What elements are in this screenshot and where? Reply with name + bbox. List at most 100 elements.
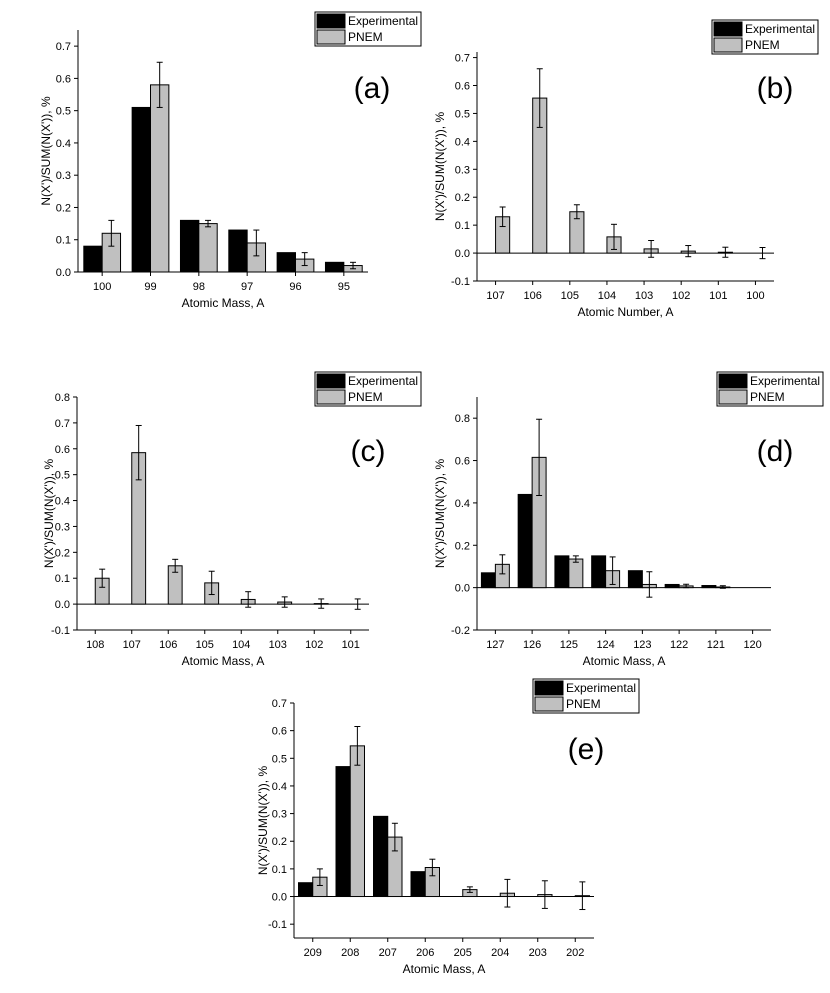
- legend-label-pnem: PNEM: [566, 697, 601, 711]
- x-tick-label: 209: [304, 947, 322, 959]
- x-axis-label: Atomic Mass, A: [182, 296, 265, 310]
- bar-experimental: [554, 555, 570, 589]
- legend-swatch-experimental: [316, 13, 346, 29]
- panel-label: (d): [757, 435, 794, 468]
- y-tick-label: 0.2: [56, 202, 71, 214]
- bar-experimental: [591, 555, 607, 589]
- panel-label: (c): [351, 435, 386, 468]
- bar-experimental: [298, 882, 314, 898]
- x-tick-label: 101: [709, 290, 727, 302]
- legend-label-pnem: PNEM: [348, 390, 383, 404]
- x-tick-label: 208: [341, 947, 359, 959]
- y-axis-label: N(X')/SUM(N(X')), %: [39, 96, 53, 206]
- legend-label-pnem: PNEM: [348, 30, 383, 44]
- y-tick-label: 0.5: [55, 470, 70, 482]
- x-tick-label: 98: [193, 281, 205, 293]
- x-axis-label: Atomic Mass, A: [403, 962, 486, 976]
- x-tick-label: 125: [560, 639, 578, 651]
- x-tick-label: 202: [566, 947, 584, 959]
- legend-swatch-experimental: [713, 21, 743, 37]
- y-tick-label: 0.2: [272, 836, 287, 848]
- y-tick-label: 0.6: [455, 456, 470, 468]
- x-tick-label: 124: [596, 639, 614, 651]
- x-tick-label: 108: [86, 639, 104, 651]
- y-tick-label: 0.4: [455, 136, 470, 148]
- x-tick-label: 100: [746, 290, 764, 302]
- y-tick-label: 0.3: [55, 521, 70, 533]
- y-tick-label: -0.2: [451, 625, 470, 637]
- legend-swatch-experimental: [534, 680, 564, 696]
- y-tick-label: 0.2: [455, 192, 470, 204]
- x-tick-label: 103: [269, 639, 287, 651]
- bar-experimental: [701, 585, 717, 589]
- y-axis-label: N(X')/SUM(N(X')), %: [42, 459, 56, 569]
- legend-label-pnem: PNEM: [745, 38, 780, 52]
- bar-experimental: [335, 766, 351, 898]
- x-tick-label: 102: [305, 639, 323, 651]
- x-tick-label: 103: [635, 290, 653, 302]
- x-axis-label: Atomic Mass, A: [583, 654, 666, 668]
- x-tick-label: 205: [454, 947, 472, 959]
- bar-experimental: [480, 572, 496, 589]
- y-tick-label: 0.6: [55, 444, 70, 456]
- y-tick-label: 0.3: [455, 164, 470, 176]
- x-tick-label: 105: [561, 290, 579, 302]
- x-tick-label: 121: [707, 639, 725, 651]
- bar-experimental: [83, 245, 103, 273]
- x-tick-label: 100: [93, 281, 111, 293]
- legend-swatch-pnem: [718, 389, 748, 405]
- x-tick-label: 107: [123, 639, 141, 651]
- y-tick-label: 0.0: [455, 248, 470, 260]
- y-tick-label: 0.6: [56, 73, 71, 85]
- x-tick-label: 96: [289, 281, 301, 293]
- chart-panel-b: -0.1 0.0 0.1 0.2 0.3 0.4 0.5 0.6 0.7 107 106 105 104…: [433, 19, 819, 319]
- y-tick-label: 0.1: [272, 864, 287, 876]
- legend-swatch-pnem: [316, 29, 346, 45]
- y-axis-label: N(X')/SUM(N(X')), %: [433, 459, 447, 569]
- bar-experimental: [276, 252, 296, 273]
- legend-label-experimental: Experimental: [566, 681, 636, 695]
- legend-label-experimental: Experimental: [745, 22, 815, 36]
- y-tick-label: -0.1: [51, 625, 70, 637]
- panel-label: (b): [757, 72, 794, 105]
- panel-label: (a): [354, 72, 391, 105]
- y-tick-label: 0.7: [272, 698, 287, 710]
- bar-experimental: [664, 583, 680, 589]
- legend-label-experimental: Experimental: [348, 374, 418, 388]
- y-tick-label: 0.3: [56, 170, 71, 182]
- legend-label-pnem: PNEM: [750, 390, 785, 404]
- y-tick-label: 0.3: [272, 809, 287, 821]
- y-tick-label: 0.7: [56, 41, 71, 53]
- x-tick-label: 127: [486, 639, 504, 651]
- legend-swatch-pnem: [534, 696, 564, 712]
- bar-pnem: [568, 558, 584, 589]
- y-tick-label: 0.1: [55, 573, 70, 585]
- x-tick-label: 99: [144, 281, 156, 293]
- y-tick-label: -0.1: [451, 276, 470, 288]
- bar-pnem: [198, 223, 218, 273]
- y-tick-label: 0.4: [272, 781, 287, 793]
- y-tick-label: 0.8: [455, 413, 470, 425]
- bar-experimental: [627, 570, 643, 589]
- y-tick-label: 0.6: [272, 726, 287, 738]
- y-tick-label: 0.2: [55, 547, 70, 559]
- x-tick-label: 102: [672, 290, 690, 302]
- y-tick-label: 0.5: [56, 106, 71, 118]
- y-tick-label: 0.8: [55, 392, 70, 404]
- x-tick-label: 101: [342, 639, 360, 651]
- y-axis-label: N(X')/SUM(N(X')), %: [256, 766, 270, 876]
- bar-experimental: [179, 219, 200, 273]
- y-tick-label: 0.1: [455, 220, 470, 232]
- bar-experimental: [517, 493, 533, 589]
- y-tick-label: 0.4: [455, 498, 470, 510]
- bar-pnem: [349, 745, 365, 898]
- x-axis-label: Atomic Number, A: [577, 305, 673, 319]
- y-tick-label: 0.5: [272, 753, 287, 765]
- x-tick-label: 95: [338, 281, 350, 293]
- x-tick-label: 104: [598, 290, 616, 302]
- x-tick-label: 126: [523, 639, 541, 651]
- x-tick-label: 206: [416, 947, 434, 959]
- x-tick-label: 105: [196, 639, 214, 651]
- x-tick-label: 106: [524, 290, 542, 302]
